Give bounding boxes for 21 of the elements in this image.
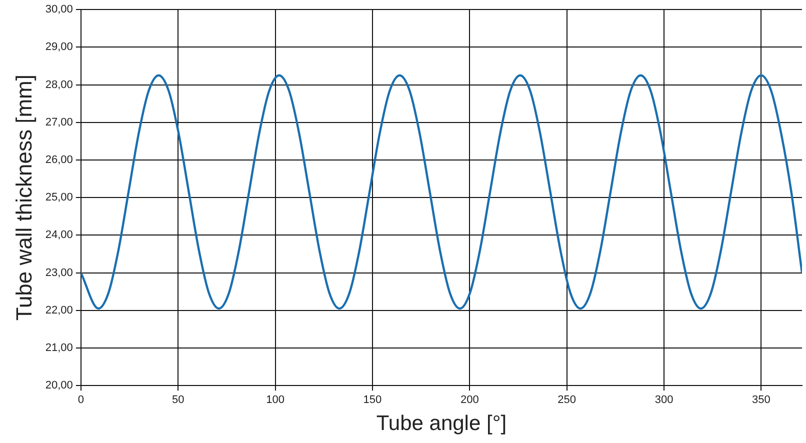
x-tick-label: 50 (172, 394, 184, 406)
x-tick-label: 100 (266, 394, 284, 406)
y-tick-label: 21,00 (45, 342, 73, 354)
x-axis-title: Tube angle [°] (376, 412, 507, 436)
x-tick-label: 150 (363, 394, 382, 406)
x-tick-label: 250 (558, 394, 576, 406)
x-tick-label: 300 (654, 394, 674, 406)
x-tick-label: 0 (78, 394, 84, 406)
y-tick-label: 30,00 (45, 4, 73, 16)
y-tick-label: 27,00 (45, 116, 73, 128)
y-tick-label: 28,00 (45, 78, 73, 91)
y-tick-label: 22,00 (45, 304, 73, 316)
y-tick-label: 24,00 (45, 229, 73, 242)
y-axis-title: Tube wall thickness [mm] (11, 74, 36, 321)
x-tick-label: 200 (460, 394, 479, 406)
y-tick-label: 29,00 (45, 41, 73, 54)
y-tick-label: 20,00 (45, 380, 73, 392)
x-tick-label: 350 (752, 394, 770, 406)
y-tick-label: 23,00 (45, 266, 73, 279)
y-tick-label: 26,00 (45, 154, 73, 166)
y-tick-label: 25,00 (45, 192, 73, 204)
